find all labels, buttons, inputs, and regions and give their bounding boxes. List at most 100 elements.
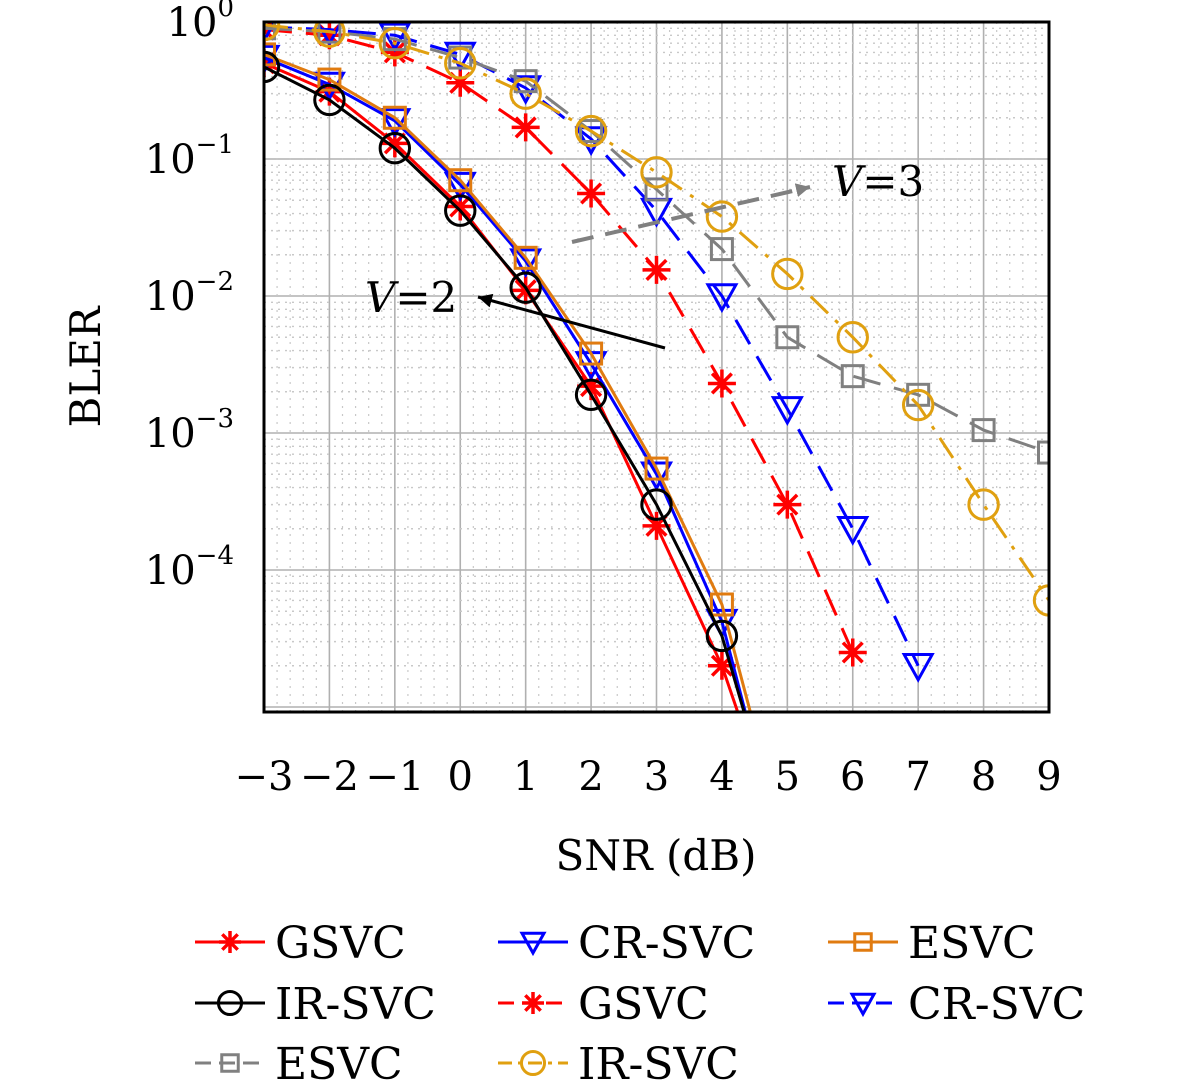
data-point-circle <box>574 378 608 412</box>
x-tick-label: 9 <box>1036 754 1061 800</box>
series-line <box>264 56 747 712</box>
x-tick-label: 8 <box>971 754 996 800</box>
series-line <box>264 28 855 654</box>
data-point-circle <box>519 1049 547 1077</box>
data-point-triangle <box>849 992 877 1018</box>
series-line <box>264 61 740 712</box>
data-point-circle <box>574 114 608 148</box>
data-point-square <box>644 177 669 202</box>
data-point-square <box>220 1053 240 1073</box>
data-point-square <box>579 119 604 144</box>
series-cr-svc-solid <box>264 44 747 712</box>
series-gsvc-dashed <box>264 22 867 667</box>
data-point-star <box>446 192 475 221</box>
y-tick-label: 10−3 <box>145 404 234 457</box>
series-gsvc-solid <box>264 49 740 712</box>
v3-arrow <box>571 183 811 244</box>
x-tick-label: 4 <box>709 754 734 800</box>
data-point-star <box>446 68 475 97</box>
legend-label: CR-SVC <box>578 918 755 969</box>
data-point-star <box>707 651 736 680</box>
series-line <box>264 65 746 712</box>
x-tick-label: −3 <box>235 754 294 800</box>
data-point-square <box>709 237 734 262</box>
data-point-triangle <box>901 653 935 683</box>
data-point-circle <box>1032 584 1049 617</box>
annotations: V=3 V=2 <box>365 157 924 350</box>
legend-label: IR-SVC <box>578 1039 739 1087</box>
y-axis-title: BLER <box>61 305 110 427</box>
data-point-circle <box>444 194 477 227</box>
data-point-triangle <box>264 44 281 75</box>
data-point-triangle <box>509 75 543 106</box>
data-point-star <box>838 638 867 667</box>
v2-arrow <box>477 293 666 350</box>
legend-entry: GSVC <box>195 918 406 969</box>
data-point-circle <box>901 388 935 422</box>
data-point-triangle <box>836 516 870 546</box>
data-point-square <box>579 341 604 366</box>
x-ticks: −3 −2 −1 0 1 2 3 4 5 6 7 8 9 <box>235 754 1062 800</box>
y-tick-label: 10−2 <box>145 267 234 320</box>
data-point-circle <box>313 22 346 48</box>
data-point-square <box>264 22 276 41</box>
data-point-square <box>448 168 473 193</box>
data-point-star <box>219 931 241 953</box>
legend-label: GSVC <box>578 979 709 1030</box>
legend-entry: IR-SVC <box>195 979 436 1030</box>
plot-frame <box>262 20 1051 714</box>
series-line <box>264 25 920 667</box>
series-line <box>264 23 1049 602</box>
data-point-circle <box>378 131 412 165</box>
data-point-star <box>315 22 344 50</box>
data-point-star <box>522 992 544 1014</box>
x-tick-label: 0 <box>448 754 473 800</box>
data-point-star <box>577 372 606 401</box>
data-point-star <box>773 490 802 519</box>
y-ticks: 100 10−1 10−2 10−3 10−4 <box>145 0 234 594</box>
series-line <box>264 53 752 712</box>
data-point-circle <box>705 200 739 233</box>
x-tick-label: −1 <box>365 754 424 800</box>
legend-entry: CR-SVC <box>498 918 755 969</box>
legend-entry: CR-SVC <box>828 979 1085 1030</box>
data-point-triangle <box>519 931 547 957</box>
x-tick-label: 3 <box>644 754 669 800</box>
data-point-square <box>709 592 734 617</box>
data-point-star <box>380 38 409 67</box>
data-point-star <box>707 369 736 398</box>
x-tick-label: 6 <box>840 754 865 800</box>
data-point-square <box>775 325 800 350</box>
legend-entry: ESVC <box>195 1039 403 1090</box>
data-point-star <box>511 113 540 142</box>
grid <box>263 21 1050 712</box>
legend-entry: IR-SVC <box>498 1039 739 1090</box>
legend: GSVC CR-SVC ESVC IR-SVC GSVC CR-SVC ESVC IR-SVC <box>195 918 1085 1090</box>
series-esvc-solid <box>264 42 752 712</box>
x-tick-label: 1 <box>513 754 538 800</box>
series-line <box>264 26 1049 454</box>
x-tick-label: −2 <box>300 754 359 800</box>
data-point-triangle <box>443 171 477 202</box>
y-tick-label: 10−1 <box>145 130 234 183</box>
legend-label: ESVC <box>275 1039 403 1087</box>
data-point-circle <box>509 77 542 110</box>
data-point-square <box>513 245 538 270</box>
legend-entry: GSVC <box>498 979 709 1030</box>
data-point-circle <box>640 488 673 521</box>
v2-label: V=2 <box>365 273 457 322</box>
data-point-circle <box>705 619 739 653</box>
x-tick-label: 7 <box>905 754 930 800</box>
series-ir-svc-solid <box>264 50 746 712</box>
data-point-star <box>315 77 344 106</box>
data-point-triangle <box>770 396 804 426</box>
data-point-triangle <box>378 22 412 53</box>
data-point-star <box>642 255 671 284</box>
legend-label: GSVC <box>275 918 406 969</box>
data-point-square <box>513 69 538 94</box>
data-point-square <box>971 418 996 443</box>
data-point-square <box>1037 440 1049 465</box>
data-point-circle <box>509 271 542 304</box>
data-point-star <box>577 179 606 208</box>
data-point-star <box>642 511 671 540</box>
